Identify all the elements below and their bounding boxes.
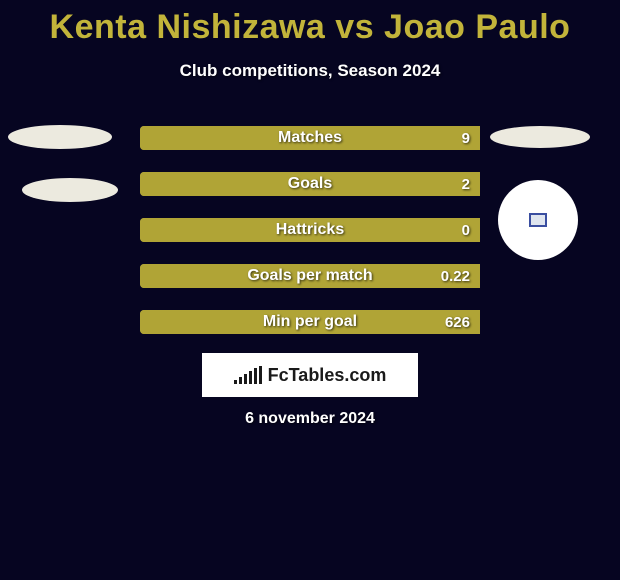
bar-value: 2 <box>462 172 470 196</box>
bar-row: Matches 9 <box>140 126 480 150</box>
bar-row: Goals 2 <box>140 172 480 196</box>
player-right-badge <box>490 126 590 148</box>
bar-label: Goals <box>140 172 480 196</box>
page-title: Kenta Nishizawa vs Joao Paulo <box>0 0 620 47</box>
bar-label: Goals per match <box>140 264 480 288</box>
comparison-bars: Matches 9 Goals 2 Hattricks 0 Goals per … <box>140 126 480 356</box>
bar-value: 0 <box>462 218 470 242</box>
bar-row: Hattricks 0 <box>140 218 480 242</box>
logo-text: FcTables.com <box>268 365 387 386</box>
player-right-circle <box>498 180 578 260</box>
bar-label: Hattricks <box>140 218 480 242</box>
placeholder-image-icon <box>529 213 547 227</box>
bar-row: Min per goal 626 <box>140 310 480 334</box>
page-subtitle: Club competitions, Season 2024 <box>0 61 620 81</box>
player-left-badge-1 <box>8 125 112 149</box>
bar-value: 626 <box>445 310 470 334</box>
bar-value: 9 <box>462 126 470 150</box>
logo-bars-icon <box>234 366 262 384</box>
bar-value: 0.22 <box>441 264 470 288</box>
player-left-badge-2 <box>22 178 118 202</box>
bar-label: Min per goal <box>140 310 480 334</box>
date-label: 6 november 2024 <box>0 410 620 428</box>
bar-row: Goals per match 0.22 <box>140 264 480 288</box>
bar-label: Matches <box>140 126 480 150</box>
fctables-logo: FcTables.com <box>202 353 418 397</box>
